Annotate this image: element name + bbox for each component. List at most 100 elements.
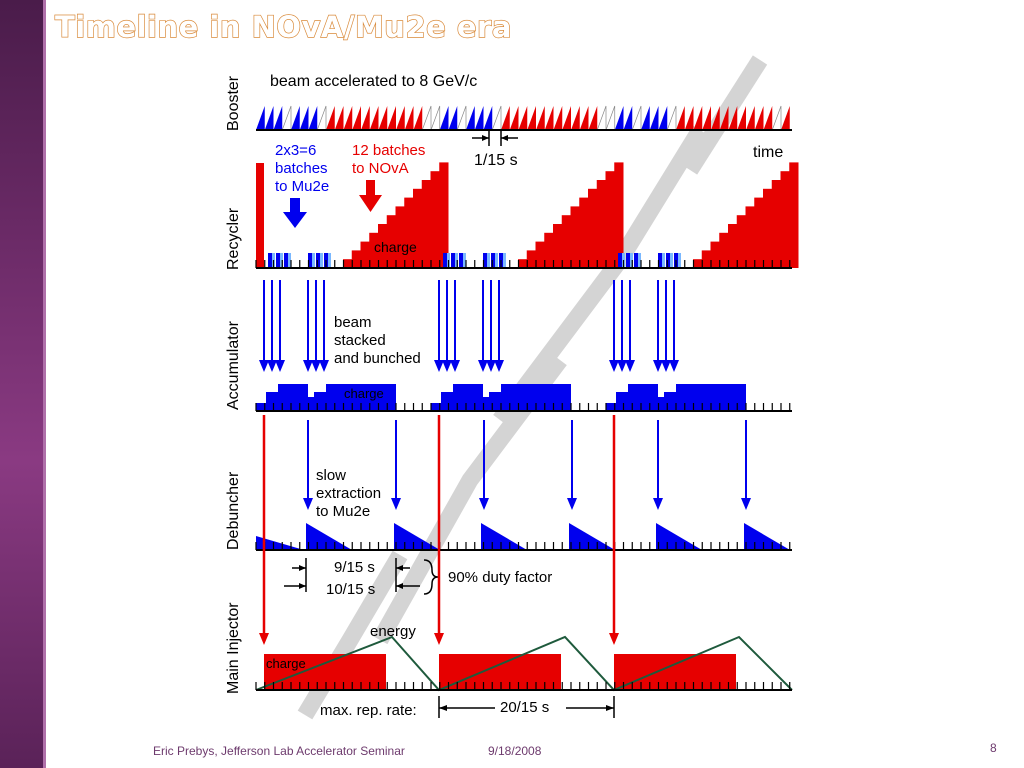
booster-pulse [430, 105, 441, 131]
mu2e-batch-edge [455, 253, 458, 268]
spill10-arrowhead-left [299, 583, 306, 589]
main-injector-charge [255, 635, 793, 692]
booster-pulse [361, 106, 370, 130]
nova-batch-step [430, 171, 440, 268]
nova-batch-step [780, 171, 790, 268]
booster-pulse [474, 106, 484, 130]
booster-pulse [299, 106, 309, 130]
booster-pulse [439, 106, 449, 130]
footer-date: 9/18/2008 [488, 744, 542, 758]
recycler-charge-remnant [256, 163, 264, 268]
mu2e-batch [666, 253, 670, 268]
debuncher-charge [256, 523, 790, 550]
spill-10-label: 10/15 s [326, 581, 375, 598]
sidebar-edge [43, 0, 46, 768]
booster-pulse [343, 106, 353, 130]
booster-pulse [746, 106, 755, 130]
footer-presenter: Eric Prebys, Jefferson Lab Accelerator S… [153, 744, 405, 758]
stack-label-line3: and bunched [334, 350, 421, 367]
nova-batch-step [343, 259, 353, 268]
booster-pulse [378, 106, 388, 130]
mu2e-batch [443, 253, 447, 268]
recycler-to-accumulator-arrow-head [661, 360, 671, 372]
mu2e-batch-edge [662, 253, 665, 268]
energy-label: energy [370, 623, 416, 640]
accumulator-to-debuncher-arrow-head [391, 498, 401, 510]
period-arrowhead-left [482, 135, 489, 141]
spill9-arrowhead-right [396, 565, 403, 571]
booster-pulse [771, 105, 782, 131]
booster-pulse [571, 106, 580, 130]
accumulator-stack [278, 384, 308, 411]
booster-pulse [256, 106, 265, 130]
nova-batch-step [728, 224, 738, 268]
recycler-to-accumulator-arrow-head [434, 360, 444, 372]
accumulator-stack [483, 397, 489, 411]
booster-pulse [334, 106, 344, 130]
mu2e-batch [459, 253, 463, 268]
debuncher-spill [569, 523, 615, 550]
recycler-to-mi-arrow-head [259, 633, 269, 645]
slide-sidebar [0, 0, 46, 768]
nova-batch-step [579, 197, 589, 268]
spill10-arrowhead-right [396, 583, 403, 589]
booster-pulse [614, 106, 624, 130]
mu2e-batch [483, 253, 487, 268]
booster-pulse [763, 106, 773, 130]
booster-pulse [754, 106, 764, 130]
debuncher-spill [306, 523, 352, 550]
accumulator-axis [255, 403, 792, 412]
accumulator-stack [664, 392, 676, 411]
lane-main-injector: Main Injector [225, 602, 242, 694]
accumulator-stack [628, 384, 658, 411]
recycler-to-accumulator-arrow-head [442, 360, 452, 372]
main-injector-lane: charge energy max. rep. rate: 20/15 s [255, 623, 793, 719]
mu2e-batches-line3: to Mu2e [275, 178, 329, 195]
mu2e-batch-edge [288, 253, 291, 268]
mu2e-batch-edge [503, 253, 506, 268]
booster-pulse [264, 106, 274, 130]
mi-charge-block [439, 654, 561, 689]
mu2e-batch [658, 253, 662, 268]
period-arrowhead-right [501, 135, 508, 141]
rep-arrowhead-right [606, 705, 614, 711]
recycler-axis [255, 260, 792, 269]
recycler-lane: 2x3=6 batches to Mu2e 12 batches to NOvA… [255, 142, 799, 269]
booster-pulse [491, 105, 502, 131]
recycler-to-accumulator-arrow-head [625, 360, 635, 372]
booster-pulse [666, 105, 677, 131]
recycler-to-mi-arrow-head [609, 633, 619, 645]
mu2e-batch [316, 253, 320, 268]
recycler-to-accumulator-arrow-head [478, 360, 488, 372]
booster-pulse [781, 106, 790, 130]
booster-pulse [281, 105, 292, 131]
booster-pulse [316, 105, 327, 131]
debuncher-spill [656, 523, 702, 550]
mu2e-batch-edge [487, 253, 490, 268]
accumulator-stack [266, 392, 278, 411]
nova-batches-line1: 12 batches [352, 142, 425, 159]
mi-charge-block [264, 654, 386, 689]
nova-batch-step [605, 171, 615, 268]
nova-batch-step [693, 259, 703, 268]
nova-batch-step [378, 224, 388, 268]
booster-pulse [588, 106, 598, 130]
rep-period-label: 20/15 s [500, 699, 549, 716]
booster-pulse [396, 106, 405, 130]
booster-pulse [483, 106, 493, 130]
nova-batch-step [701, 250, 711, 268]
accumulator-to-debuncher-arrow-head [479, 498, 489, 510]
recycler-to-accumulator-arrow-head [617, 360, 627, 372]
nova-batch-step [351, 250, 361, 268]
mu2e-batch [491, 253, 495, 268]
booster-pulse [413, 106, 423, 130]
max-rep-label: max. rep. rate: [320, 702, 417, 719]
accumulator-stack [256, 403, 266, 411]
recycler-to-accumulator-arrow-head [259, 360, 269, 372]
debuncher-lane: slow extraction to Mu2e [255, 467, 792, 551]
debuncher-spill [744, 523, 790, 550]
booster-pulse [562, 106, 571, 130]
slide-title: Timeline in NOvA/Mu2e era [54, 9, 512, 44]
mu2e-batch [626, 253, 630, 268]
accumulator-stack [314, 392, 326, 411]
